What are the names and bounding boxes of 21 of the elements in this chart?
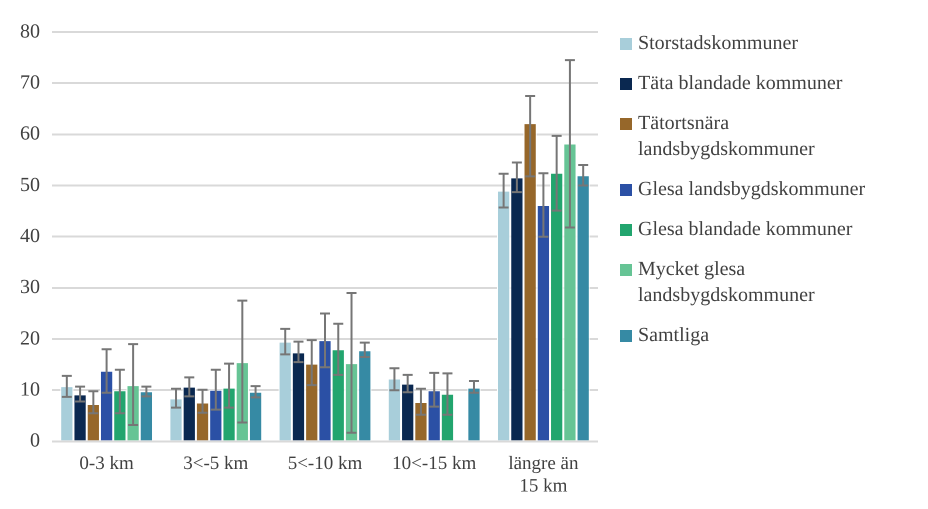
legend-label: Tätortsnära landsbygdskommuner xyxy=(638,111,816,162)
x-tick-label: längre än 15 km xyxy=(508,452,579,497)
legend-label: Glesa blandade kommuner xyxy=(638,217,852,242)
legend-label: Storstadskommuner xyxy=(638,31,798,56)
legend-label: Täta blandade kommuner xyxy=(638,71,842,96)
x-tick-label: 0-3 km xyxy=(79,452,134,474)
y-tick-label: 50 xyxy=(20,174,40,196)
x-tick-label: 5<-10 km xyxy=(288,452,363,474)
y-tick-label: 80 xyxy=(20,20,40,42)
y-tick-label: 70 xyxy=(20,71,40,94)
y-tick-label: 60 xyxy=(20,122,40,145)
y-tick-label: 10 xyxy=(20,378,40,400)
y-tick-label: 30 xyxy=(20,276,40,298)
y-tick-label: 40 xyxy=(20,224,40,247)
y-tick-label: 20 xyxy=(20,327,40,350)
legend-label: Mycket glesa landsbygdskommuner xyxy=(638,257,816,308)
legend-label: Glesa landsbygdskommuner xyxy=(638,177,866,202)
x-tick-label: 10<-15 km xyxy=(392,452,476,474)
y-tick-label: 0 xyxy=(30,430,40,452)
legend-label: Samtliga xyxy=(638,323,710,348)
x-tick-label: 3<-5 km xyxy=(183,452,249,474)
